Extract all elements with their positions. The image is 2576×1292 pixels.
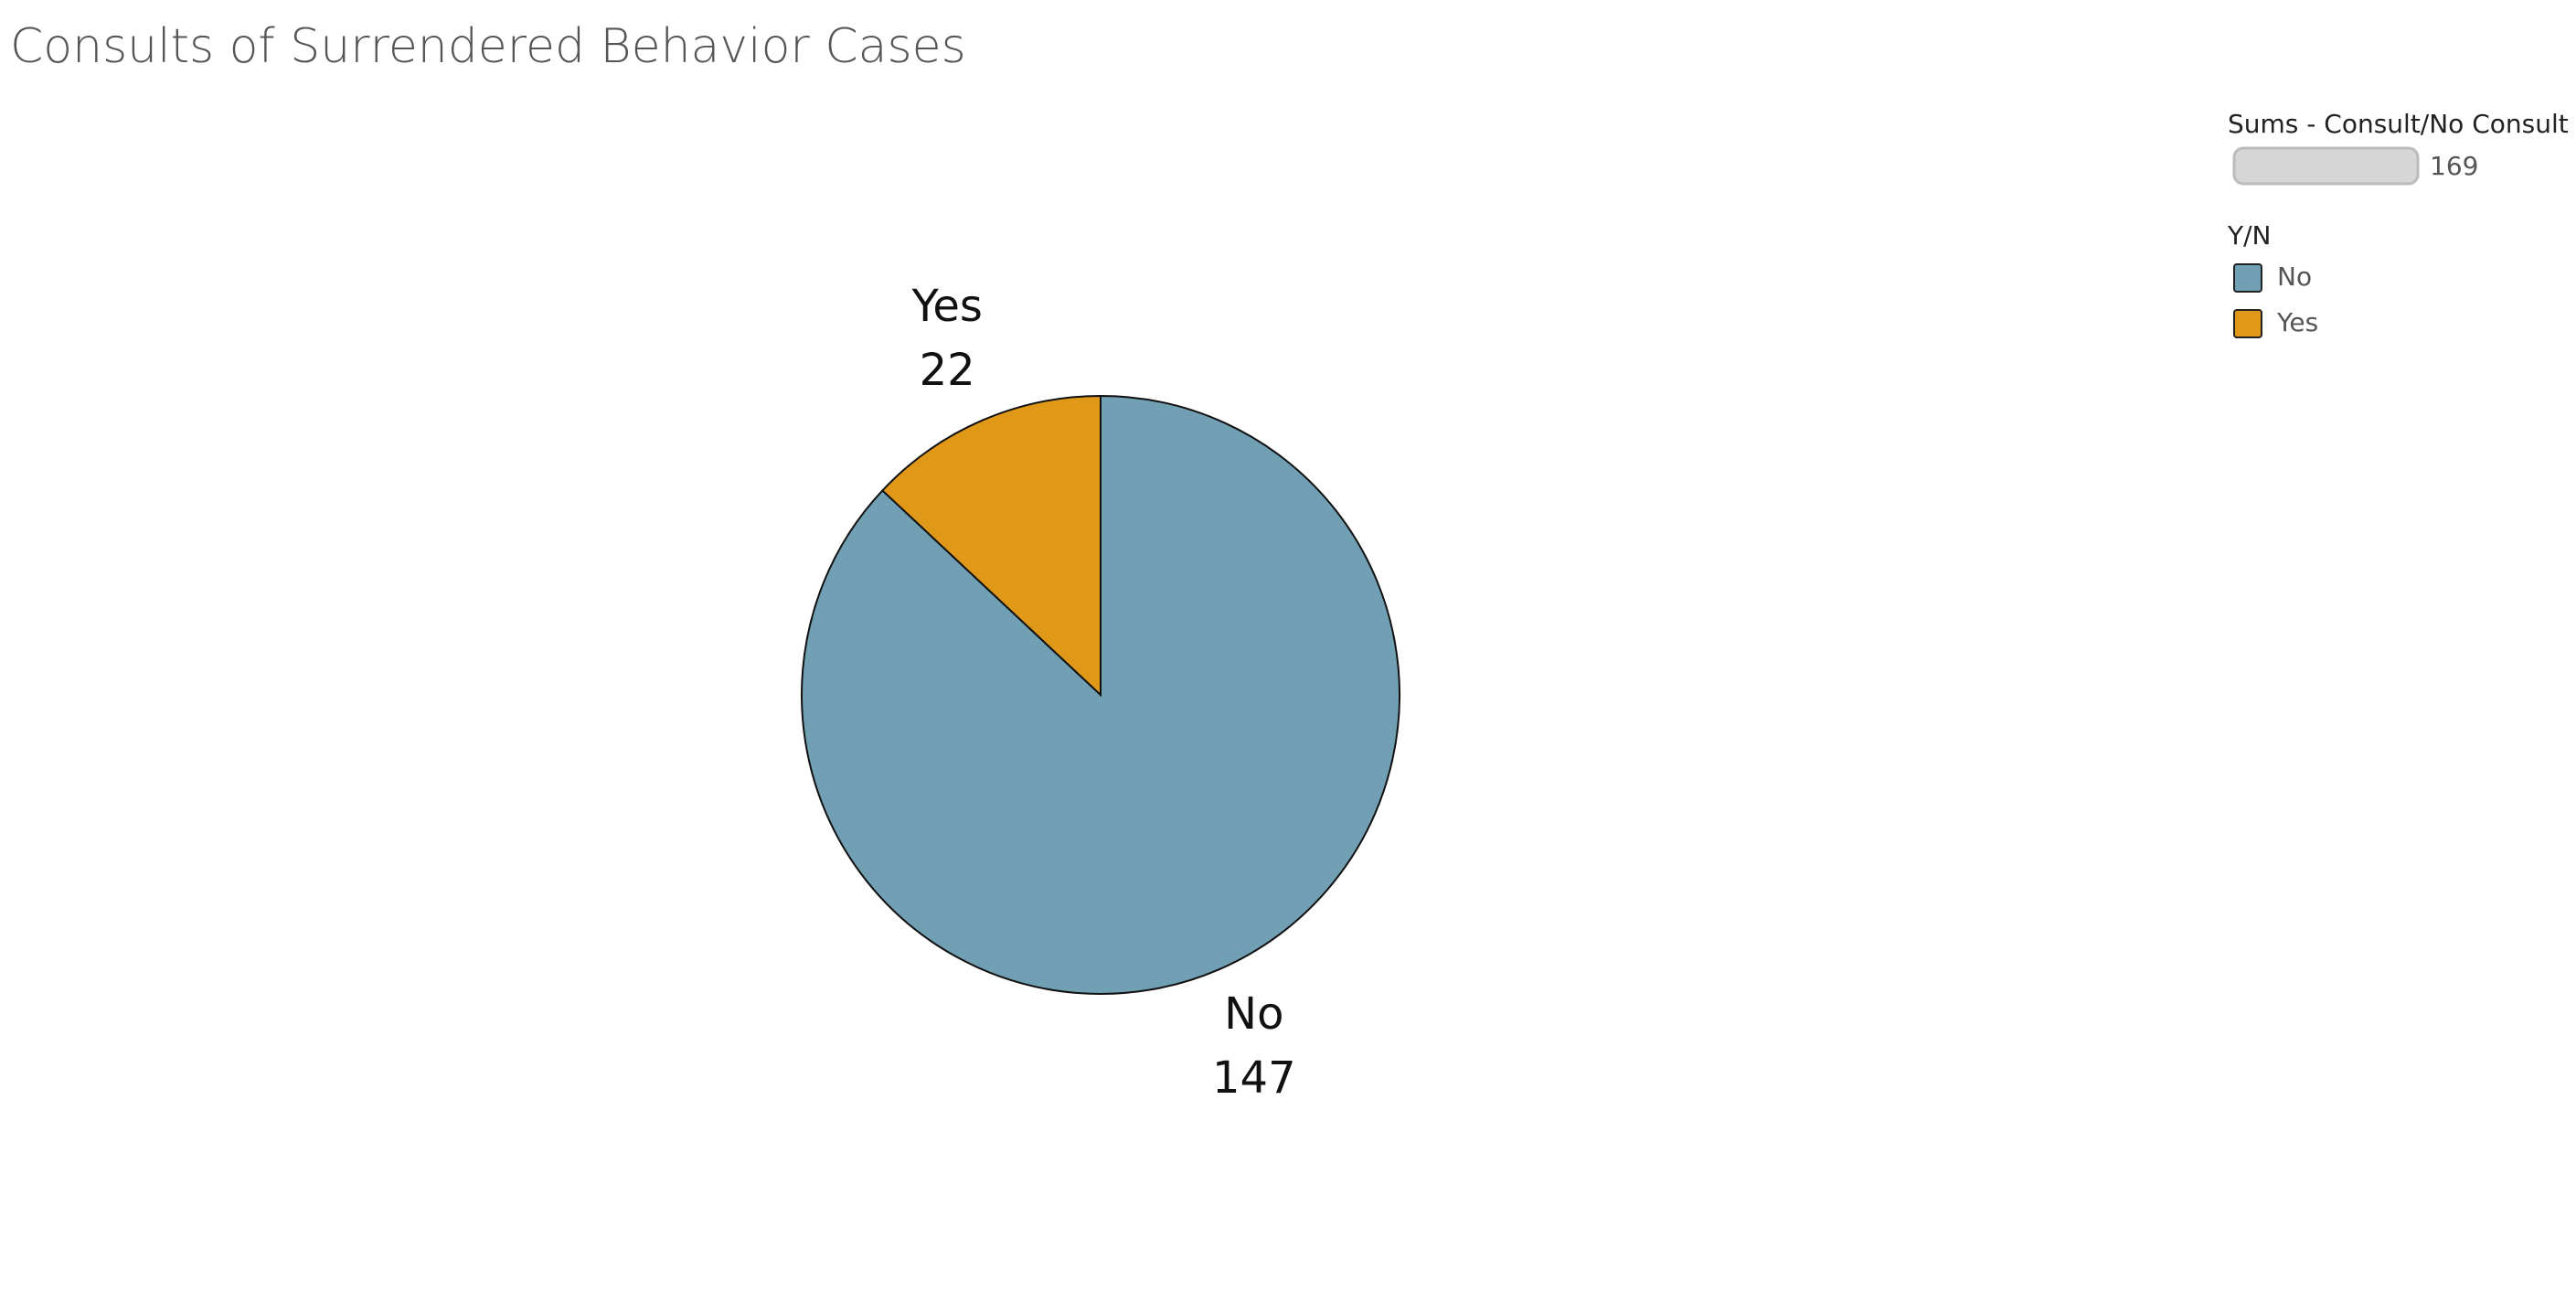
slice-value-label: 22 (920, 345, 975, 396)
size-legend-max: 169 (2430, 151, 2478, 181)
legend-swatch (2233, 309, 2262, 338)
slice-category-label: No (1224, 988, 1283, 1040)
pie-slice (880, 394, 1102, 698)
size-legend-title: Sums - Consult/No Consult (2228, 109, 2569, 139)
slice-value-label: 147 (1212, 1052, 1296, 1104)
legend-swatch (2233, 263, 2262, 293)
legend-label: Yes (2276, 307, 2318, 337)
slice-category-label: Yes (910, 281, 982, 332)
chart-title: Consults of Surrendered Behavior Cases (10, 19, 966, 74)
legend-title: Y/N (2227, 220, 2271, 251)
legend-label: No (2277, 262, 2312, 292)
size-legend-bar (2232, 146, 2420, 186)
